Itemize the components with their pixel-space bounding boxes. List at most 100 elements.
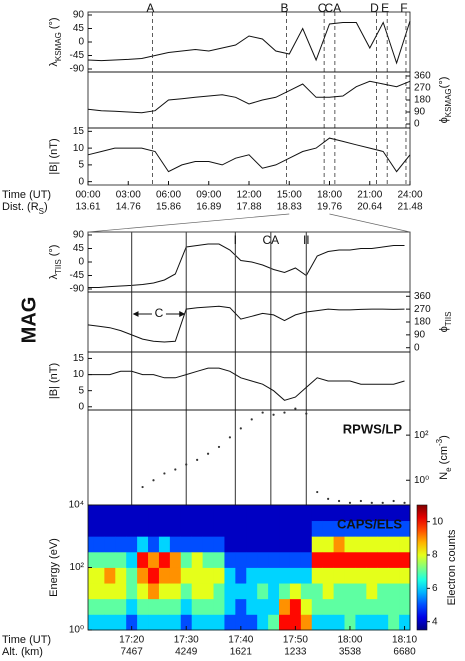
y-tick-label: 5 (78, 385, 84, 396)
group-label: MAG (18, 297, 40, 344)
heatmap-cell (399, 583, 411, 600)
heatmap-cell (137, 551, 149, 568)
heatmap-cell (158, 598, 171, 615)
x-tick-label: 18:10 (392, 635, 417, 646)
y-axis-label-part: |B| (nT) (48, 363, 60, 399)
heatmap-cell (104, 520, 116, 537)
heatmap-cell (300, 505, 313, 522)
x-tick-label: 09:00 (196, 190, 221, 201)
heatmap-cell (388, 583, 400, 600)
heatmap-cell (344, 567, 356, 584)
heatmap-cell (88, 583, 94, 600)
x2-axis-label: Dist. (RS) (2, 201, 48, 216)
y-axis-label-part: (°) (48, 17, 60, 32)
panel-frame (87, 71, 411, 129)
heatmap-cell (169, 536, 182, 553)
heatmap-cell (246, 598, 258, 615)
heatmap-cell (224, 567, 236, 584)
heatmap-cell (137, 520, 149, 537)
heatmap-cell (300, 536, 313, 553)
colorbar-tick-label: 8 (432, 550, 438, 561)
heatmap-cell (333, 536, 345, 553)
data-point (163, 472, 166, 475)
data-point (228, 436, 231, 439)
data-point (174, 468, 177, 471)
x-tick-label: 21:00 (357, 190, 382, 201)
heatmap-cell (169, 505, 182, 522)
data-point (152, 479, 155, 482)
heatmap-cell (399, 551, 411, 568)
heatmap-cell (300, 614, 313, 631)
heatmap-cell (344, 551, 356, 568)
heatmap-cell (93, 598, 105, 615)
heatmap-cell (377, 536, 389, 553)
data-point (359, 499, 362, 503)
heatmap-cell (366, 551, 378, 568)
heatmap-cell (126, 505, 138, 522)
heatmap-cell (88, 520, 94, 537)
heatmap-cell (279, 551, 291, 568)
data-point (261, 411, 264, 414)
heatmap-cell (202, 551, 214, 568)
heatmap-cell (202, 567, 214, 584)
heatmap-cell (246, 567, 258, 584)
panel-frame (87, 351, 411, 411)
y-axis-label-part: λ (48, 61, 60, 67)
x2-axis-label: Alt. (km) (2, 646, 43, 658)
heatmap-cell (191, 567, 204, 584)
heatmap-cell (366, 536, 378, 553)
y-tick-label: -90 (70, 64, 85, 75)
y-tick-label: 90 (73, 10, 85, 21)
heatmap-cell (399, 614, 411, 631)
heatmap-cell (104, 567, 116, 584)
heatmap-cell (148, 536, 160, 553)
heatmap-cell (158, 536, 171, 553)
x2-tick-label: 21.48 (397, 202, 422, 213)
x2-axis-label-part: Dist. (R (2, 201, 39, 213)
heatmap-cell (169, 614, 182, 631)
data-line (87, 137, 411, 173)
x-tick-label: 18:00 (317, 190, 342, 201)
heatmap-cell (268, 505, 280, 522)
heatmap-cell (279, 614, 291, 631)
y-tick-label: 0 (78, 176, 84, 187)
annotation: C (155, 306, 164, 320)
x2-tick-label: 16.89 (196, 202, 221, 213)
x-axis-label: Time (UT) (2, 189, 51, 201)
heatmap-cell (213, 583, 225, 600)
heatmap-cell (289, 505, 302, 522)
y-tick-label: 180 (414, 95, 431, 106)
y-tick-label: 0 (78, 401, 84, 412)
x2-axis-label-part: S (39, 207, 44, 216)
y-tick-label: 0 (78, 37, 84, 48)
heatmap-cell (268, 567, 280, 584)
heatmap-cell (366, 614, 378, 631)
heatmap-cell (202, 536, 214, 553)
heatmap-cell (235, 614, 247, 631)
heatmap-cell (333, 598, 345, 615)
heatmap-cell (93, 551, 105, 568)
heatmap-cell (300, 551, 313, 568)
heatmap-cell (137, 583, 149, 600)
data-line (87, 305, 405, 343)
data-point (305, 412, 308, 415)
y-axis-label-part: |B| (nT) (48, 138, 60, 174)
y-tick-label: 45 (73, 243, 85, 254)
heatmap-cell (268, 536, 280, 553)
heatmap-cell (158, 551, 171, 568)
heatmap-cell (88, 567, 94, 584)
heatmap-cell (115, 505, 127, 522)
heatmap-cell (289, 614, 302, 631)
heatmap-cell (322, 583, 334, 600)
heatmap-cell (311, 505, 324, 522)
heatmap-cell (279, 520, 291, 537)
y-axis-label: ϕKSMAG(°) (438, 77, 453, 124)
x2-tick-label: 19.76 (317, 202, 342, 213)
heatmap-cell (88, 536, 94, 553)
y-axis-label-part: TIIS (54, 259, 63, 274)
heatmap-cell (322, 520, 334, 537)
heatmap-cell (180, 583, 193, 600)
y-tick-label: 10⁴ (69, 500, 84, 511)
heatmap-cell (213, 520, 225, 537)
heatmap-cell (235, 520, 247, 537)
